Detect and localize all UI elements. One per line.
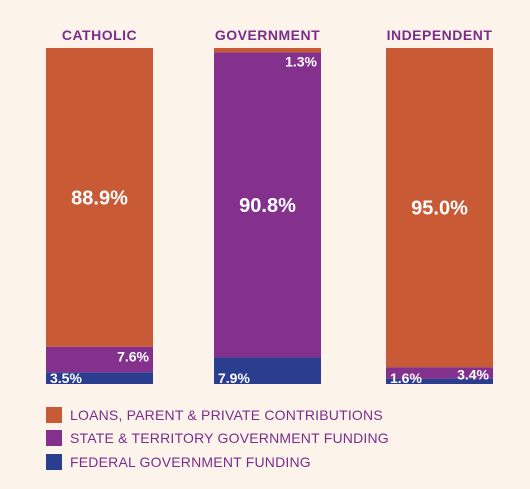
legend-label-federal: FEDERAL GOVERNMENT FUNDING	[70, 453, 311, 470]
data-label-government-federal: 7.9%	[218, 370, 250, 386]
data-label-independent-federal: 1.6%	[390, 370, 422, 386]
legend-swatch-state	[46, 430, 62, 447]
category-title-government: GOVERNMENT	[215, 27, 320, 43]
stacked-bar-chart: CATHOLIC 3.5% 7.6% 88.9% GOVERNMENT 7.9% 90.8%…	[46, 27, 493, 386]
data-label-catholic-private: 88.9%	[71, 187, 128, 209]
legend-item-state: STATE & TERRITORY GOVERNMENT FUNDING	[46, 427, 389, 451]
data-label-government-state: 90.8%	[239, 195, 296, 217]
bar-segment-independent-federal	[386, 378, 493, 384]
data-label-catholic-state: 7.6%	[117, 349, 149, 365]
bar-segment-government-federal	[214, 357, 321, 384]
legend-item-private: LOANS, PARENT & PRIVATE CONTRIBUTIONS	[46, 403, 389, 427]
bar-segment-independent-private	[386, 48, 493, 368]
data-label-government-private: 1.3%	[285, 53, 317, 69]
legend-item-federal: FEDERAL GOVERNMENT FUNDING	[46, 450, 389, 474]
bar-segment-government-private	[214, 48, 321, 53]
data-label-independent-state: 3.4%	[457, 367, 489, 383]
legend-label-state: STATE & TERRITORY GOVERNMENT FUNDING	[70, 430, 389, 447]
legend-label-private: LOANS, PARENT & PRIVATE CONTRIBUTIONS	[70, 406, 383, 423]
category-title-independent: INDEPENDENT	[387, 27, 493, 43]
bar-segment-government-state	[214, 52, 321, 358]
data-label-independent-private: 95.0%	[411, 198, 468, 220]
category-title-catholic: CATHOLIC	[62, 27, 137, 43]
bar-segment-catholic-state	[46, 346, 153, 373]
legend-swatch-federal	[46, 453, 62, 470]
legend: LOANS, PARENT & PRIVATE CONTRIBUTIONS STA…	[46, 403, 389, 474]
bar-segment-independent-state	[386, 367, 493, 379]
bar-segment-catholic-federal	[46, 372, 153, 384]
data-label-catholic-federal: 3.5%	[50, 370, 82, 386]
bar-segment-catholic-private	[46, 48, 153, 347]
legend-swatch-private	[46, 406, 62, 423]
